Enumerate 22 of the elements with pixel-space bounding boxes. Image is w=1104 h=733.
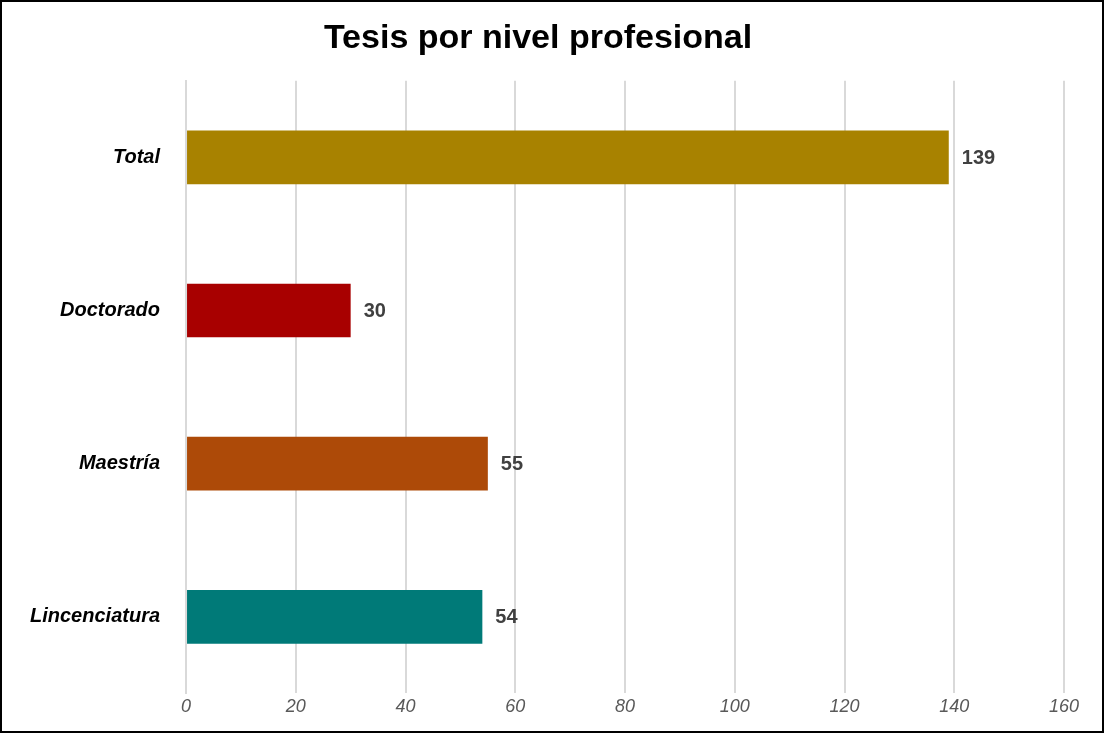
chart-title: Tesis por nivel profesional <box>323 16 753 55</box>
y-tick-label: Doctorado <box>60 298 161 321</box>
x-tick-label: 40 <box>395 696 416 717</box>
y-tick-label: Total <box>113 144 161 167</box>
y-tick-label: Maestría <box>78 451 161 474</box>
x-tick-label: 120 <box>829 696 860 717</box>
x-tick-label: 60 <box>505 696 526 717</box>
x-tick-label: 20 <box>284 696 306 717</box>
data-label: 55 <box>500 452 524 475</box>
bar <box>187 130 949 185</box>
x-tick-label: 140 <box>939 696 970 717</box>
bar <box>187 590 483 644</box>
bar <box>187 283 351 338</box>
data-label: 30 <box>363 299 386 322</box>
x-tick-label: 0 <box>181 696 192 717</box>
y-tick-label: Lincenciatura <box>29 604 161 627</box>
data-label: 54 <box>495 605 519 628</box>
x-tick-label: 160 <box>1048 696 1080 717</box>
bar <box>187 436 488 491</box>
x-tick-label: 100 <box>719 696 750 717</box>
data-label: 139 <box>961 145 996 168</box>
x-tick-label: 80 <box>615 696 636 717</box>
